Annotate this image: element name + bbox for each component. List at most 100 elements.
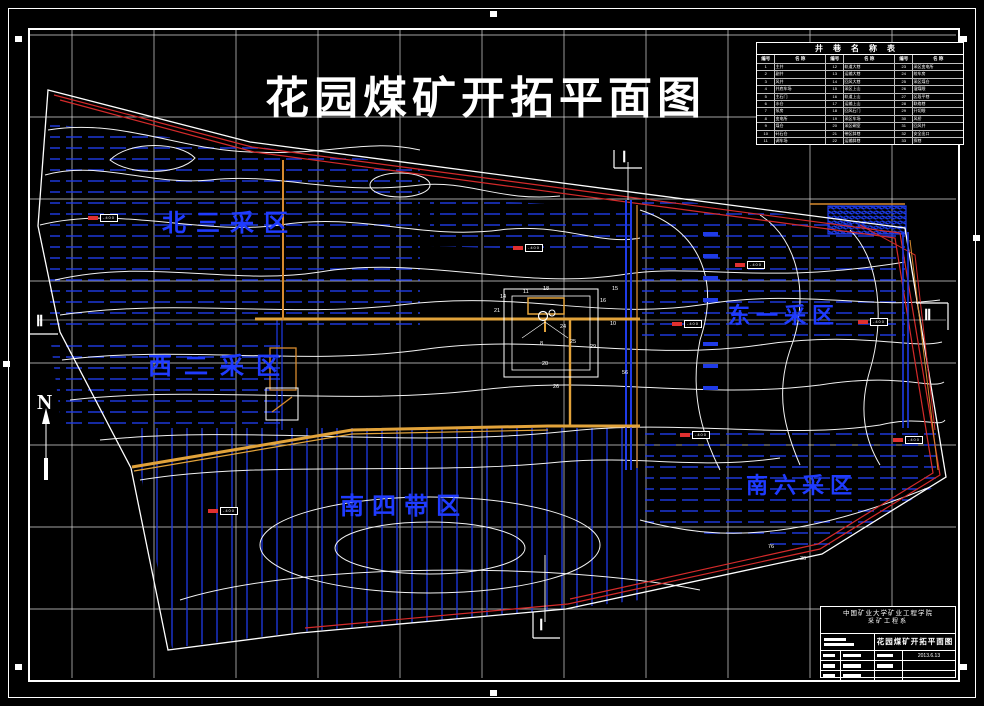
roadway-number: 36	[800, 556, 807, 562]
legend-cell-no: 28	[895, 100, 913, 108]
legend-cell-no: 16	[826, 93, 844, 100]
legend-cell-no: 27	[895, 93, 913, 100]
meta-blob	[843, 653, 861, 658]
legend-row: 5 主石门 16 轨道上山 27 区段平巷	[757, 93, 963, 101]
elevation-value: -400	[684, 320, 703, 328]
legend-cell-no: 9	[757, 123, 775, 130]
panel-tick-bar	[703, 342, 718, 346]
roadway-number: 15	[612, 286, 619, 292]
panel-tick-bar	[703, 232, 718, 236]
roadway-number: 10	[610, 321, 617, 327]
legend-col-no: 编号	[895, 55, 913, 63]
meta-blob	[824, 642, 854, 646]
legend-cell-name: 回风石门	[844, 108, 895, 115]
elevation-marker: -400	[893, 436, 924, 444]
elevation-swatch	[208, 509, 218, 513]
legend-cell-name: 轨道大巷	[844, 64, 895, 71]
legend-col-no: 编号	[757, 55, 775, 63]
tb-cell	[841, 651, 875, 661]
elevation-marker: -400	[513, 244, 544, 252]
legend-cell-name: 溜煤眼	[913, 86, 926, 92]
legend-row: 4 井底车场 15 采区上山 26 溜煤眼	[757, 86, 963, 94]
legend-cell-name: 变电所	[775, 115, 826, 123]
meta-blob	[824, 637, 846, 641]
legend-cell-name: 运输斜巷	[844, 137, 895, 145]
legend-cell-no: 17	[826, 100, 844, 108]
legend-cell-name: 采区硐室	[844, 123, 895, 130]
legend-cell-name: 带区斜巷	[844, 130, 895, 137]
roadway-number: 16	[600, 298, 607, 304]
legend-cell-no: 18	[826, 108, 844, 115]
panel-tick-bar	[703, 276, 718, 280]
legend-cell-no: 26	[895, 86, 913, 93]
legend-cell-name: 采区煤仓	[913, 78, 930, 84]
roadway-number: 26	[553, 384, 560, 390]
legend-cell-no: 15	[826, 86, 844, 93]
legend-cell-name: 风井	[775, 78, 826, 86]
title-block-date: 2013.6.13	[917, 652, 941, 659]
roadway-number: 8	[540, 341, 544, 347]
legend-cell-name: 运输上山	[844, 100, 895, 108]
elevation-marker: -400	[208, 507, 239, 515]
legend-cell-name: 井底车场	[775, 86, 826, 93]
tb-cell	[821, 651, 841, 661]
sheet-outer-frame	[8, 8, 976, 698]
meta-blob	[823, 664, 835, 668]
north-arrow	[42, 408, 50, 480]
area-label-east1: 东一采区	[728, 303, 841, 328]
frame-tick	[960, 664, 967, 670]
legend-cell-name: 主石门	[775, 93, 826, 100]
legend-cell-name: 风桥	[913, 115, 922, 121]
roadway-number: 76	[768, 544, 775, 550]
roadway-number: 29	[590, 344, 597, 350]
legend-cell-name: 轨道上山	[844, 93, 895, 100]
tb-cell	[875, 661, 903, 671]
title-block-institution: 中国矿业大学矿业工程学院 采矿工程系	[821, 607, 955, 634]
drawing-title: 花园煤矿开拓平面图	[265, 74, 706, 123]
legend-cell-name: 副井	[775, 71, 826, 78]
legend-cell-no: 2	[757, 71, 775, 78]
legend-cell-name: 采区车场	[844, 115, 895, 123]
legend-cell-no: 19	[826, 115, 844, 123]
legend-cell-name: 回风井	[913, 123, 926, 129]
elevation-marker: -400	[680, 431, 711, 439]
section-marker-right: Ⅱ	[924, 308, 932, 324]
legend-cell-name: 运输大巷	[844, 71, 895, 78]
elevation-value: -400	[692, 431, 711, 439]
area-label-north3: 北三采区	[162, 211, 298, 237]
frame-tick	[490, 11, 497, 17]
title-block-row	[821, 661, 955, 672]
legend-row: 1 主井 12 轨道大巷 23 采区变电所	[757, 64, 963, 72]
elevation-swatch	[513, 246, 523, 250]
elevation-swatch	[672, 322, 682, 326]
legend-cell-no: 3	[757, 78, 775, 86]
legend-cell-no: 5	[757, 93, 775, 100]
legend-cell-no: 24	[895, 71, 913, 78]
roadway-number: 56	[622, 370, 629, 376]
meta-blob	[877, 653, 893, 658]
institution-line2: 采矿工程系	[867, 619, 908, 625]
legend-cell-no: 21	[826, 130, 844, 137]
legend-row: 8 变电所 19 采区车场 30 风桥	[757, 115, 963, 124]
frame-tick	[973, 235, 980, 241]
elevation-marker: -400	[88, 214, 119, 222]
elevation-marker: -400	[858, 318, 889, 326]
section-marker-bottom: Ⅰ	[539, 618, 544, 634]
elevation-value: -400	[525, 244, 544, 252]
legend-cell-no: 4	[757, 86, 775, 93]
legend-cell-name: 安全出口	[913, 130, 930, 136]
panel-tick-bar	[703, 254, 718, 258]
roadway-number: 14	[500, 294, 507, 300]
roadway-number: 11	[523, 289, 529, 295]
area-label-south6: 南六采区	[746, 473, 859, 498]
legend-cell-no: 25	[895, 78, 913, 86]
legend-cell-name: 采区变电所	[913, 64, 934, 69]
legend-col-name: 名 称	[775, 55, 826, 63]
meta-blob	[877, 664, 893, 668]
legend-cell-no: 31	[895, 123, 913, 130]
roadway-number: 25	[570, 339, 577, 345]
main-haulage-roadways	[131, 160, 640, 472]
frame-tick	[15, 36, 22, 42]
roadway-number: 21	[494, 308, 501, 314]
elevation-value: -400	[220, 507, 239, 515]
